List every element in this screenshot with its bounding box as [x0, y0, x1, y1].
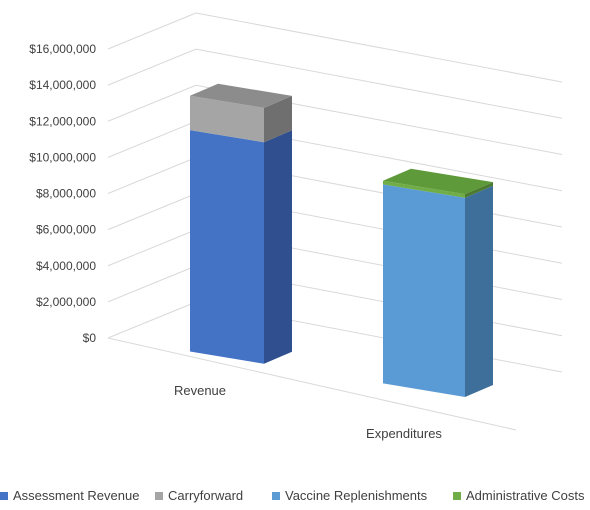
bar-segment-side [264, 95, 292, 143]
legend-label-assessment-revenue: Assessment Revenue [13, 488, 140, 503]
bars [190, 83, 493, 397]
legend-item-assessment-revenue: Assessment Revenue [0, 488, 139, 503]
bar-segment-front [190, 95, 264, 143]
legend-swatch-administrative-costs [453, 491, 461, 500]
gridline-side [107, 120, 197, 158]
y-tick-label: $14,000,000 [29, 78, 96, 92]
gridline-side [107, 193, 197, 231]
gridline [195, 12, 563, 83]
y-tick-label: $0 [83, 331, 97, 345]
gridline [195, 48, 563, 119]
legend-label-administrative-costs: Administrative Costs [466, 488, 585, 503]
y-tick-label: $8,000,000 [36, 187, 96, 201]
y-tick-label: $10,000,000 [29, 150, 96, 164]
gridline-side [107, 301, 197, 339]
gridline-side [107, 265, 197, 303]
bar-segment-front [190, 130, 264, 364]
bar-segment-top [190, 83, 292, 108]
y-tick-label: $16,000,000 [29, 42, 96, 56]
bar-segment-side [465, 182, 493, 198]
bar-segment-side [264, 130, 292, 364]
legend-item-administrative-costs: Administrative Costs [453, 488, 584, 503]
x-category-label: Expenditures [366, 426, 442, 441]
bar-segment-side [465, 185, 493, 397]
gridline-side [107, 157, 197, 194]
x-category-label: Revenue [174, 383, 226, 398]
y-tick-label: $4,000,000 [36, 259, 96, 273]
bar-segment-front [383, 184, 465, 397]
gridline-side [107, 48, 197, 86]
floor-edge [107, 337, 517, 431]
y-tick-label: $2,000,000 [36, 295, 96, 309]
legend: Assessment Revenue Carryforward Vaccine … [0, 488, 590, 510]
gridline-side [107, 12, 197, 50]
y-axis-ticks: $0 $2,000,000 $4,000,000 $6,000,000 $8,000,0… [29, 42, 96, 345]
y-tick-label: $6,000,000 [36, 223, 96, 237]
x-axis-categories: Revenue Expenditures [174, 383, 442, 441]
legend-swatch-carryforward [155, 491, 163, 500]
legend-label-vaccine-replenishments: Vaccine Replenishments [285, 488, 428, 503]
legend-item-carryforward: Carryforward [155, 488, 243, 503]
gridline-side [107, 229, 197, 267]
legend-swatch-vaccine-replenishments [272, 491, 280, 500]
bar-segment-top [383, 168, 493, 195]
legend-label-carryforward: Carryforward [168, 488, 244, 503]
gridlines [107, 12, 563, 431]
gridline-side [107, 84, 197, 122]
legend-swatch-assessment-revenue [0, 491, 8, 500]
y-tick-label: $12,000,000 [29, 114, 96, 128]
legend-item-vaccine-replenishments: Vaccine Replenishments [272, 488, 427, 503]
bar-segment-front [383, 180, 465, 198]
